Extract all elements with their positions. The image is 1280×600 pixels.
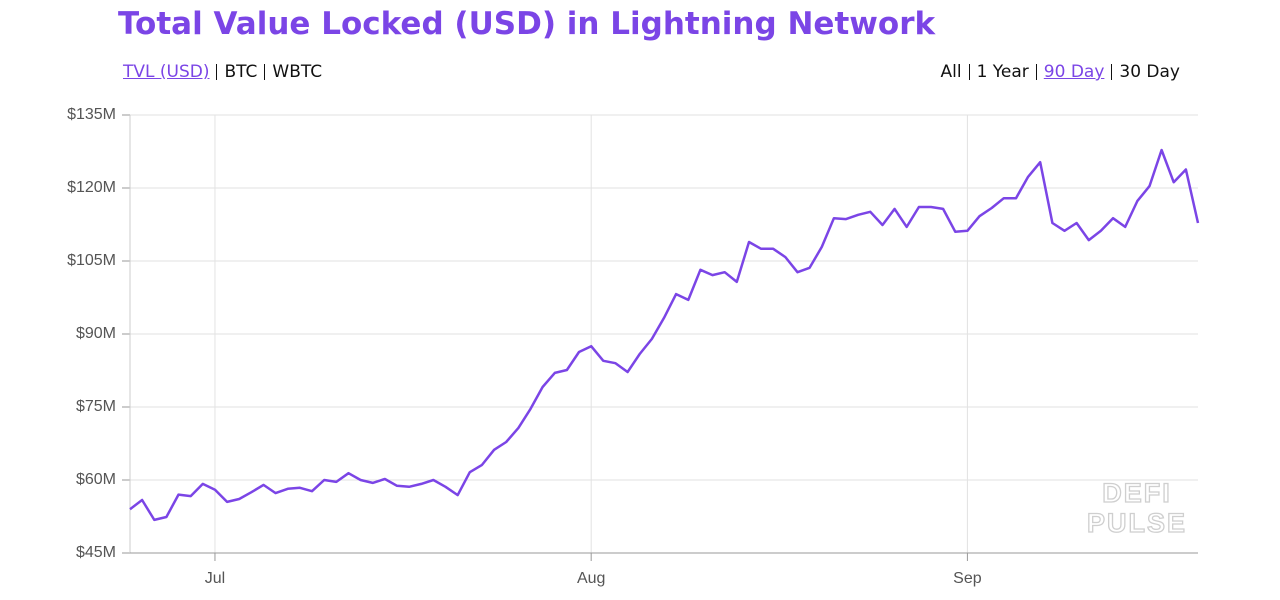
range-option[interactable]: 1 Year	[976, 62, 1029, 82]
y-tick-label: $135M	[67, 106, 116, 123]
x-tick-label: Aug	[577, 570, 605, 587]
range-option[interactable]: All	[940, 62, 962, 82]
x-tick-label: Jul	[205, 570, 225, 587]
watermark: PULSE	[1087, 508, 1187, 538]
separator	[968, 64, 970, 80]
unit-option[interactable]: WBTC	[272, 62, 323, 82]
y-tick-label: $45M	[76, 544, 116, 561]
unit-options: TVL (USD) BTC WBTC	[123, 62, 322, 82]
y-tick-label: $60M	[76, 471, 116, 488]
separator	[1111, 64, 1113, 80]
separator	[264, 64, 266, 80]
y-tick-label: $75M	[76, 398, 116, 415]
separator	[216, 64, 218, 80]
watermark: DEFI	[1102, 478, 1172, 508]
unit-option[interactable]: BTC	[224, 62, 258, 82]
range-options: All 1 Year 90 Day 30 Day	[940, 62, 1180, 82]
range-option[interactable]: 90 Day	[1043, 62, 1105, 82]
chart-title: Total Value Locked (USD) in Lightning Ne…	[118, 6, 936, 42]
x-tick-label: Sep	[953, 570, 982, 587]
y-tick-label: $90M	[76, 325, 116, 342]
y-tick-label: $105M	[67, 252, 116, 269]
range-option[interactable]: 30 Day	[1119, 62, 1180, 82]
y-tick-label: $120M	[67, 179, 116, 196]
separator	[1035, 64, 1037, 80]
line-series	[129, 148, 1200, 522]
unit-option[interactable]: TVL (USD)	[123, 62, 210, 82]
